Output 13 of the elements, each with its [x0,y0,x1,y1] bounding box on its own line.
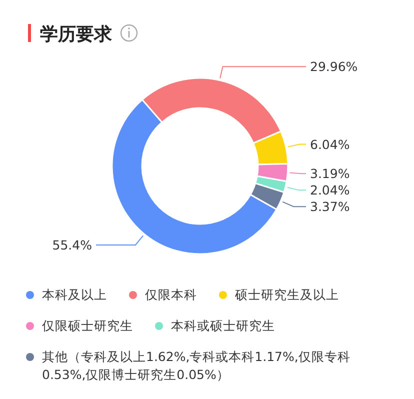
data-label: 6.04% [310,136,350,152]
data-label: 55.4% [52,238,92,252]
legend-label: 本科及以上 [42,286,107,304]
chart-title: 学历要求 [40,24,113,45]
data-label: 3.19% [310,166,350,182]
legend-label: 仅限硕士研究生 [42,317,133,335]
data-label: 2.04% [310,182,350,198]
legend-label: 本科或硕士研究生 [171,317,275,335]
legend-label: 其他（专科及以上1.62%,专科或本科1.17%,仅限专科0.53%,仅限博士研究生0.05%） [42,348,352,384]
legend-label: 硕士研究生及以上 [235,286,339,304]
legend-label: 仅限本科 [145,286,197,304]
data-label: 3.37% [310,199,350,214]
data-label: 29.96% [310,59,358,74]
